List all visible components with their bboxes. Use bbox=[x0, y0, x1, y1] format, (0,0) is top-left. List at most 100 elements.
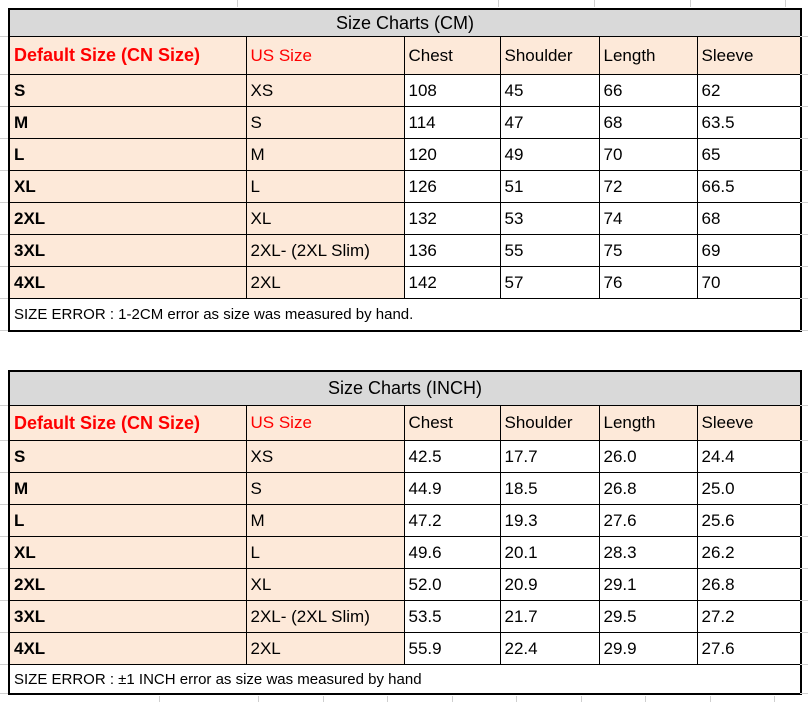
gridline-tick bbox=[0, 693, 8, 694]
gridline-tick bbox=[800, 234, 808, 235]
us-size-cell: 2XL bbox=[245, 266, 405, 299]
header-default-size-cn-size: Default Size (CN Size) bbox=[8, 405, 247, 441]
gridline-tick bbox=[452, 696, 453, 702]
length-cell: 75 bbox=[598, 234, 698, 267]
sleeve-cell: 63.5 bbox=[696, 106, 802, 139]
header-length: Length bbox=[598, 405, 698, 441]
cn-size-cell: S bbox=[8, 440, 247, 473]
cn-size-cell: 4XL bbox=[8, 632, 247, 665]
header-shoulder: Shoulder bbox=[499, 36, 600, 75]
length-cell: 29.5 bbox=[598, 600, 698, 633]
gridline-tick bbox=[258, 696, 259, 702]
cn-size-cell: 2XL bbox=[8, 568, 247, 601]
gridline-tick bbox=[800, 440, 808, 441]
footer-row: SIZE ERROR : 1-2CM error as size was mea… bbox=[8, 298, 802, 332]
us-size-cell: XS bbox=[245, 440, 405, 473]
footer-row: SIZE ERROR : ±1 INCH error as size was m… bbox=[8, 664, 802, 695]
shoulder-cell: 53 bbox=[499, 202, 600, 235]
gridline-tick bbox=[785, 0, 786, 7]
sleeve-cell: 68 bbox=[696, 202, 802, 235]
gridline-tick bbox=[800, 693, 808, 694]
gridline-tick bbox=[800, 74, 808, 75]
sleeve-cell: 27.2 bbox=[696, 600, 802, 633]
sleeve-cell: 66.5 bbox=[696, 170, 802, 203]
us-size-cell: M bbox=[245, 138, 405, 171]
cn-size-cell: L bbox=[8, 504, 247, 537]
gridline-tick bbox=[800, 568, 808, 569]
size-row: 4XL 2XL 142 57 76 70 bbox=[8, 266, 802, 299]
size-row: S XS 42.5 17.7 26.0 24.4 bbox=[8, 440, 802, 473]
gridline-tick bbox=[800, 266, 808, 267]
gridline-tick bbox=[0, 600, 8, 601]
sleeve-cell: 62 bbox=[696, 74, 802, 107]
gridline-tick bbox=[800, 138, 808, 139]
gridline-tick bbox=[0, 664, 8, 665]
chest-cell: 126 bbox=[403, 170, 501, 203]
length-cell: 27.6 bbox=[598, 504, 698, 537]
gridline-tick bbox=[0, 234, 8, 235]
cn-size-cell: L bbox=[8, 138, 247, 171]
us-size-cell: 2XL- (2XL Slim) bbox=[245, 234, 405, 267]
header-row: Default Size (CN Size) US Size Chest Should… bbox=[8, 405, 802, 441]
us-size-cell: S bbox=[245, 106, 405, 139]
shoulder-cell: 55 bbox=[499, 234, 600, 267]
cn-size-cell: M bbox=[8, 472, 247, 505]
cn-size-cell: XL bbox=[8, 536, 247, 569]
chest-cell: 132 bbox=[403, 202, 501, 235]
us-size-cell: XL bbox=[245, 568, 405, 601]
cn-size-cell: S bbox=[8, 74, 247, 107]
size-row: 3XL 2XL- (2XL Slim) 136 55 75 69 bbox=[8, 234, 802, 267]
length-cell: 68 bbox=[598, 106, 698, 139]
gridline-tick bbox=[0, 138, 8, 139]
cn-size-cell: 4XL bbox=[8, 266, 247, 299]
gridline-tick bbox=[800, 664, 808, 665]
gridline-tick bbox=[800, 202, 808, 203]
header-sleeve: Sleeve bbox=[696, 405, 802, 441]
gridline-tick bbox=[594, 0, 595, 7]
size-row: M S 114 47 68 63.5 bbox=[8, 106, 802, 139]
sleeve-cell: 25.6 bbox=[696, 504, 802, 537]
length-cell: 29.9 bbox=[598, 632, 698, 665]
shoulder-cell: 20.1 bbox=[499, 536, 600, 569]
size-row: S XS 108 45 66 62 bbox=[8, 74, 802, 107]
gridline-tick bbox=[0, 632, 8, 633]
gridline-tick bbox=[800, 298, 808, 299]
gridline-tick bbox=[0, 472, 8, 473]
gridline-tick bbox=[690, 0, 691, 7]
cn-size-cell: 3XL bbox=[8, 600, 247, 633]
header-us-size: US Size bbox=[245, 36, 405, 75]
sleeve-cell: 69 bbox=[696, 234, 802, 267]
gridline-tick bbox=[0, 330, 8, 331]
gridline-tick bbox=[498, 0, 499, 7]
size-error-note-inch: SIZE ERROR : ±1 INCH error as size was m… bbox=[8, 664, 802, 695]
gridline-tick bbox=[0, 568, 8, 569]
size-row: 4XL 2XL 55.9 22.4 29.9 27.6 bbox=[8, 632, 802, 665]
gridline-tick bbox=[800, 106, 808, 107]
sleeve-cell: 24.4 bbox=[696, 440, 802, 473]
us-size-cell: L bbox=[245, 170, 405, 203]
shoulder-cell: 21.7 bbox=[499, 600, 600, 633]
sleeve-cell: 27.6 bbox=[696, 632, 802, 665]
us-size-cell: XL bbox=[245, 202, 405, 235]
gridline-tick bbox=[581, 696, 582, 702]
us-size-cell: XS bbox=[245, 74, 405, 107]
gridline-tick bbox=[800, 330, 808, 331]
header-chest: Chest bbox=[403, 36, 501, 75]
size-row: 3XL 2XL- (2XL Slim) 53.5 21.7 29.5 27.2 bbox=[8, 600, 802, 633]
sleeve-cell: 26.8 bbox=[696, 568, 802, 601]
gridline-tick bbox=[645, 696, 646, 702]
size-row: 2XL XL 132 53 74 68 bbox=[8, 202, 802, 235]
shoulder-cell: 19.3 bbox=[499, 504, 600, 537]
length-cell: 29.1 bbox=[598, 568, 698, 601]
gridline-tick bbox=[800, 536, 808, 537]
gridline-tick bbox=[800, 600, 808, 601]
length-cell: 26.8 bbox=[598, 472, 698, 505]
cn-size-cell: XL bbox=[8, 170, 247, 203]
shoulder-cell: 17.7 bbox=[499, 440, 600, 473]
size-row: XL L 126 51 72 66.5 bbox=[8, 170, 802, 203]
chest-cell: 42.5 bbox=[403, 440, 501, 473]
sleeve-cell: 70 bbox=[696, 266, 802, 299]
length-cell: 72 bbox=[598, 170, 698, 203]
gridline-tick bbox=[0, 536, 8, 537]
us-size-cell: 2XL bbox=[245, 632, 405, 665]
